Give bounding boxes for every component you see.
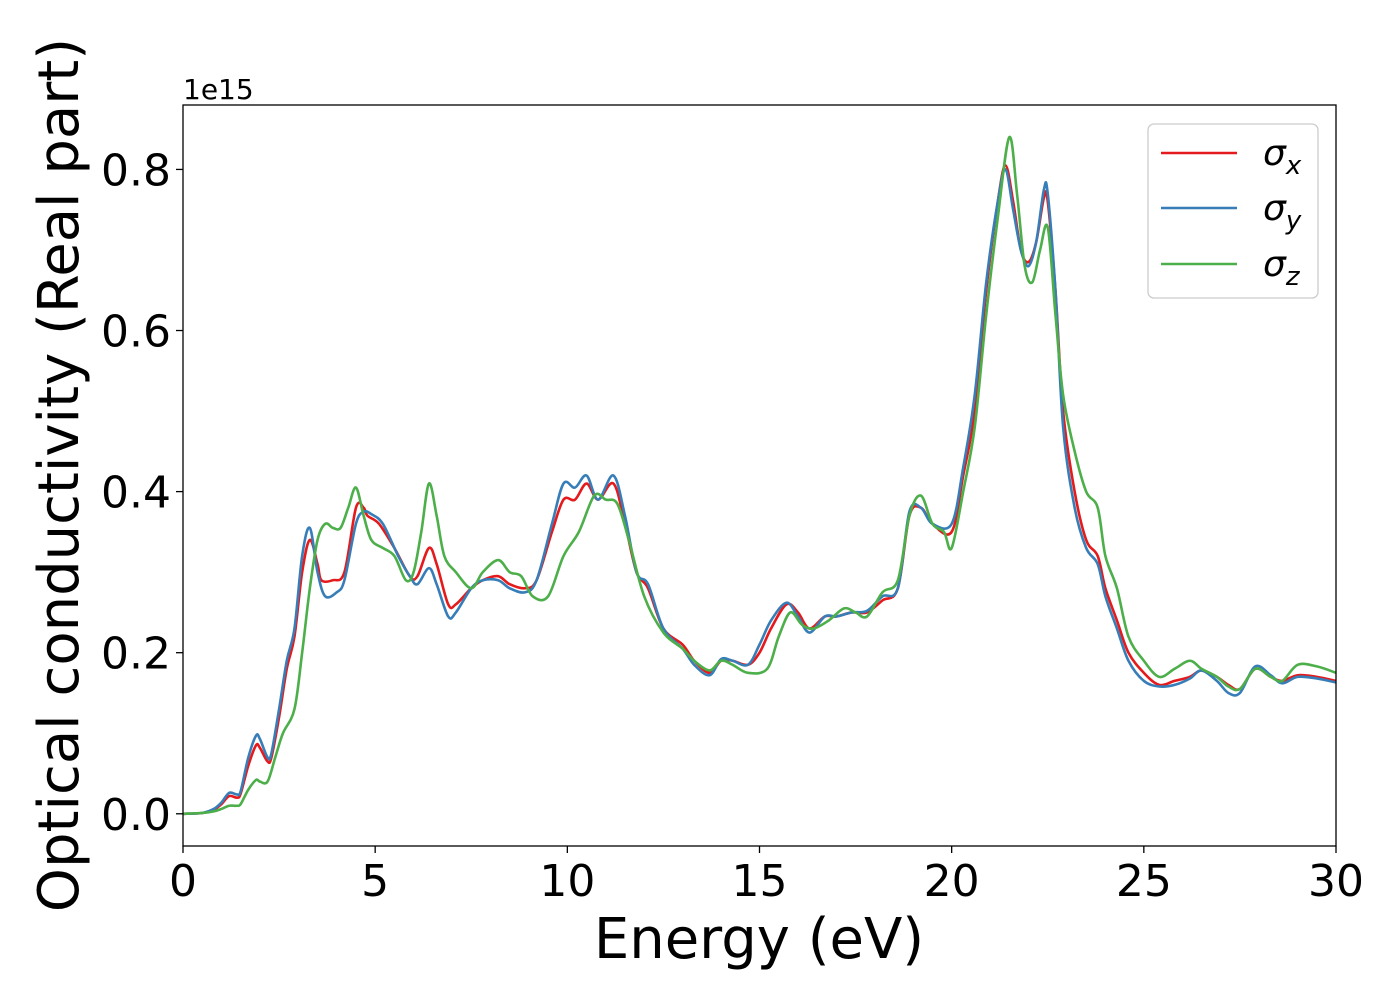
x-tick-label: 5	[361, 856, 389, 907]
y-tick-label: 0.8	[101, 145, 171, 196]
x-tick-label: 10	[539, 856, 595, 907]
legend-label-x: σx	[1263, 133, 1302, 181]
legend-label-y: σy	[1263, 188, 1302, 236]
series-line-z	[183, 135, 1336, 816]
x-tick-label: 0	[169, 856, 197, 907]
y-axis-title: Optical conductivity (Real part)	[27, 38, 92, 912]
series-layer	[183, 135, 1336, 816]
y-axis: 0.0 0.2 0.4 0.6 0.8	[101, 145, 183, 841]
y-tick-label: 0.6	[101, 307, 171, 358]
y-tick-label: 0.0	[101, 790, 171, 841]
legend-symbol: σ	[1263, 244, 1287, 285]
y-offset-label: 1e15	[183, 73, 254, 106]
x-tick-label: 15	[732, 856, 788, 907]
x-axis: 0 5 10 15 20 25 30	[169, 846, 1364, 907]
x-axis-title: Energy (eV)	[594, 907, 924, 972]
legend-label-z: σz	[1263, 244, 1301, 292]
legend-symbol: σ	[1263, 133, 1287, 174]
legend-subscript: x	[1285, 151, 1302, 181]
y-tick-label: 0.2	[101, 629, 171, 680]
legend-subscript: y	[1285, 206, 1302, 236]
legend-box	[1147, 123, 1319, 299]
series-line-y	[183, 168, 1336, 816]
y-tick-label: 0.4	[101, 468, 171, 519]
x-tick-label: 20	[924, 856, 980, 907]
legend-subscript: z	[1285, 262, 1301, 292]
legend-symbol: σ	[1263, 188, 1287, 229]
x-tick-label: 30	[1308, 856, 1364, 907]
x-tick-label: 25	[1116, 856, 1172, 907]
